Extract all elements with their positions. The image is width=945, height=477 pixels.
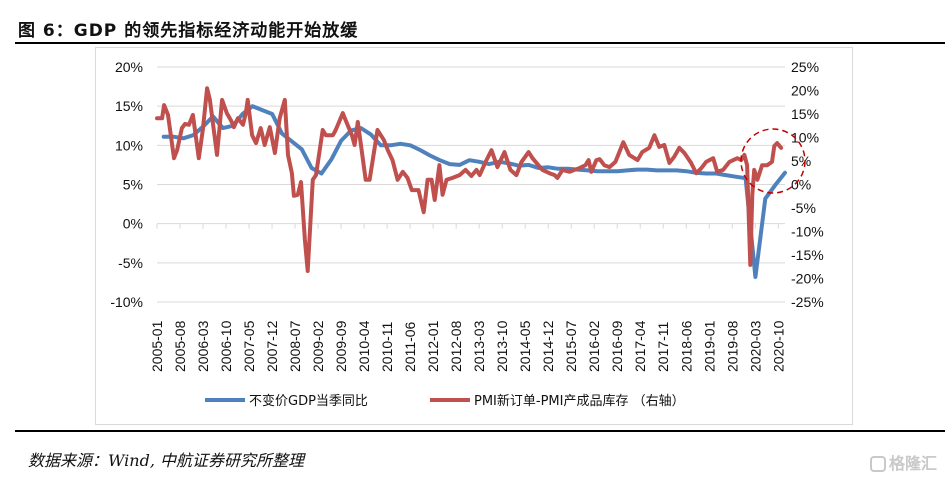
x-axis-ticks <box>156 223 779 229</box>
legend: 不变价GDP当季同比 PMI新订单-PMI产成品库存 （右轴） <box>205 393 685 409</box>
axis-labels: 20% 15% 10% 5% 0% -5% -10% 25% 20% 15% 10% 5% 0% -5% -… <box>110 59 823 372</box>
x-axis-tick-label: 2013-10 <box>494 320 510 372</box>
watermark: 格隆汇 <box>869 450 937 474</box>
x-axis-tick-label: 2010-11 <box>379 321 395 372</box>
series-lines <box>155 86 787 279</box>
right-axis-tick-label: 5% <box>791 153 811 169</box>
right-axis-tick-label: 25% <box>791 59 819 75</box>
x-axis-tick-label: 2020-10 <box>770 320 786 372</box>
left-axis-tick-label: 15% <box>115 98 143 114</box>
left-axis-tick-label: 10% <box>115 137 143 153</box>
right-axis-tick-label: 20% <box>791 83 819 99</box>
x-axis-tick-label: 2017-11 <box>655 321 671 372</box>
watermark-logo-icon <box>869 456 886 472</box>
title-underline <box>15 42 945 44</box>
footer-rule <box>15 430 945 432</box>
x-axis-tick-label: 2017-04 <box>632 320 648 372</box>
x-axis-tick-label: 2019-08 <box>724 320 740 372</box>
gridlines <box>157 66 785 303</box>
x-axis-tick-label: 2015-07 <box>563 320 579 372</box>
x-axis-tick-label: 2005-01 <box>149 320 165 372</box>
pmi-spread-series-line <box>155 86 784 273</box>
left-axis-tick-label: -10% <box>110 294 143 310</box>
x-axis-tick-label: 2007-12 <box>264 320 280 372</box>
x-axis-tick-label: 2016-02 <box>586 320 602 372</box>
x-axis-tick-label: 2014-05 <box>517 320 533 372</box>
source-note: 数据来源：Wind, 中航证券研究所整理 <box>28 451 305 470</box>
legend-label: PMI新订单-PMI产成品库存 （右轴） <box>474 393 685 409</box>
highlight-circle <box>740 128 806 194</box>
x-axis-tick-label: 2011-06 <box>402 321 418 372</box>
x-axis-tick-label: 2005-08 <box>172 320 188 372</box>
x-axis-tick-label: 2012-01 <box>425 320 441 372</box>
x-axis-tick-label: 2009-02 <box>310 320 326 372</box>
right-axis-tick-label: -25% <box>791 294 824 310</box>
x-axis-tick-label: 2010-04 <box>356 320 372 372</box>
left-axis-tick-label: 20% <box>115 59 143 75</box>
right-axis-tick-label: -5% <box>791 200 816 216</box>
left-axis-tick-label: 0% <box>123 216 143 232</box>
x-axis-tick-label: 2013-03 <box>471 320 487 372</box>
right-axis-tick-label: -15% <box>791 247 824 263</box>
x-axis-tick-label: 2008-07 <box>287 320 303 372</box>
gdp-series-line <box>161 104 787 279</box>
watermark-text: 格隆汇 <box>888 454 937 473</box>
right-axis-tick-label: 10% <box>791 130 819 146</box>
x-axis-tick-label: 2007-05 <box>241 320 257 372</box>
right-axis-tick-label: -20% <box>791 271 824 287</box>
left-axis-tick-label: -5% <box>118 255 143 271</box>
legend-label: 不变价GDP当季同比 <box>249 393 368 409</box>
right-axis-tick-label: -10% <box>791 224 824 240</box>
x-axis-tick-label: 2016-09 <box>609 320 625 372</box>
x-axis-tick-label: 2006-03 <box>195 320 211 372</box>
chart-frame <box>95 47 853 425</box>
right-axis-tick-label: 15% <box>791 106 819 122</box>
right-axis-tick-label: 0% <box>791 177 811 193</box>
x-axis-tick-label: 2018-06 <box>678 320 694 372</box>
x-axis-tick-label: 2006-10 <box>218 320 234 372</box>
x-axis-tick-label: 2019-01 <box>701 320 717 372</box>
x-axis-tick-label: 2012-08 <box>448 320 464 372</box>
x-axis-tick-label: 2014-12 <box>540 320 556 372</box>
figure-title: 图 6：GDP 的领先指标经济动能开始放缓 <box>18 21 359 41</box>
left-axis-tick-label: 5% <box>123 177 143 193</box>
x-axis-tick-label: 2020-03 <box>747 320 763 372</box>
x-axis-tick-label: 2009-09 <box>333 320 349 372</box>
